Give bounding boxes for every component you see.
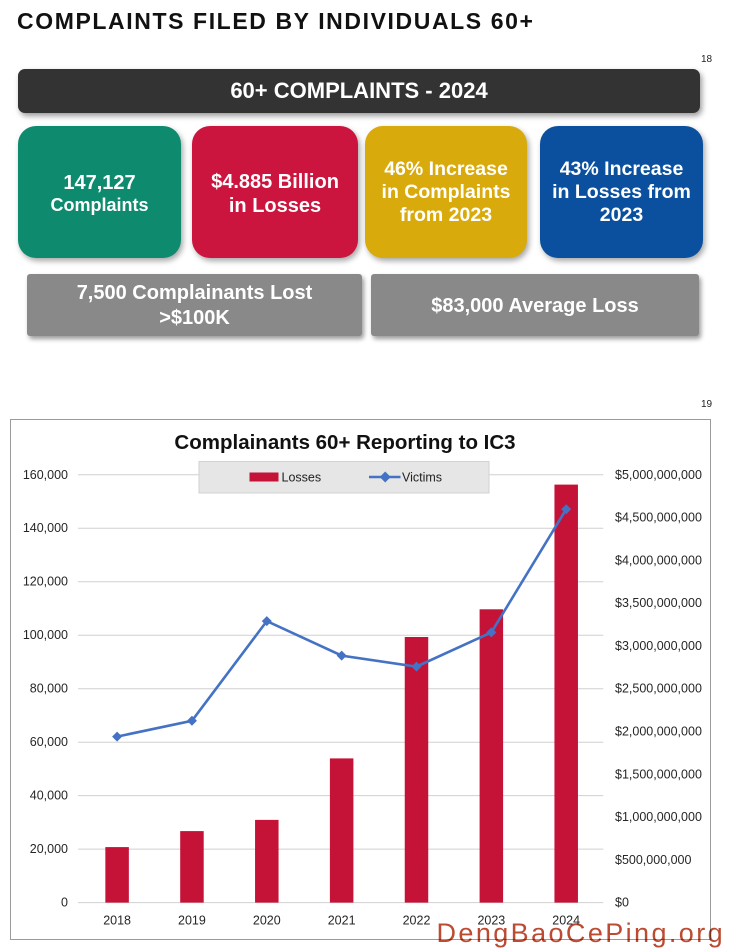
svg-text:60,000: 60,000: [30, 735, 68, 749]
svg-text:2018: 2018: [103, 914, 131, 928]
svg-text:2020: 2020: [253, 914, 281, 928]
svg-text:2021: 2021: [328, 914, 356, 928]
svg-text:$3,000,000,000: $3,000,000,000: [615, 639, 702, 653]
svg-text:$2,000,000,000: $2,000,000,000: [615, 725, 702, 739]
svg-text:140,000: 140,000: [23, 521, 68, 535]
svg-text:$4,500,000,000: $4,500,000,000: [615, 511, 702, 525]
svg-text:160,000: 160,000: [23, 468, 68, 482]
svg-text:0: 0: [61, 896, 68, 910]
svg-text:$500,000,000: $500,000,000: [615, 853, 692, 867]
svg-text:Losses: Losses: [282, 471, 322, 485]
svg-text:Victims: Victims: [402, 471, 442, 485]
svg-text:20,000: 20,000: [30, 842, 68, 856]
svg-text:Complainants 60+ Reporting to: Complainants 60+ Reporting to IC3: [174, 431, 515, 454]
svg-text:$1,500,000,000: $1,500,000,000: [615, 767, 702, 781]
svg-text:120,000: 120,000: [23, 575, 68, 589]
svg-text:$4,000,000,000: $4,000,000,000: [615, 553, 702, 567]
svg-text:2024: 2024: [552, 914, 580, 928]
svg-text:2023: 2023: [477, 914, 505, 928]
svg-text:40,000: 40,000: [30, 789, 68, 803]
svg-text:$1,000,000,000: $1,000,000,000: [615, 810, 702, 824]
svg-text:2022: 2022: [403, 914, 431, 928]
svg-text:$0: $0: [615, 896, 629, 910]
svg-text:$5,000,000,000: $5,000,000,000: [615, 468, 702, 482]
svg-text:$2,500,000,000: $2,500,000,000: [615, 682, 702, 696]
svg-text:80,000: 80,000: [30, 682, 68, 696]
svg-text:2019: 2019: [178, 914, 206, 928]
svg-text:100,000: 100,000: [23, 628, 68, 642]
svg-text:$3,500,000,000: $3,500,000,000: [615, 596, 702, 610]
